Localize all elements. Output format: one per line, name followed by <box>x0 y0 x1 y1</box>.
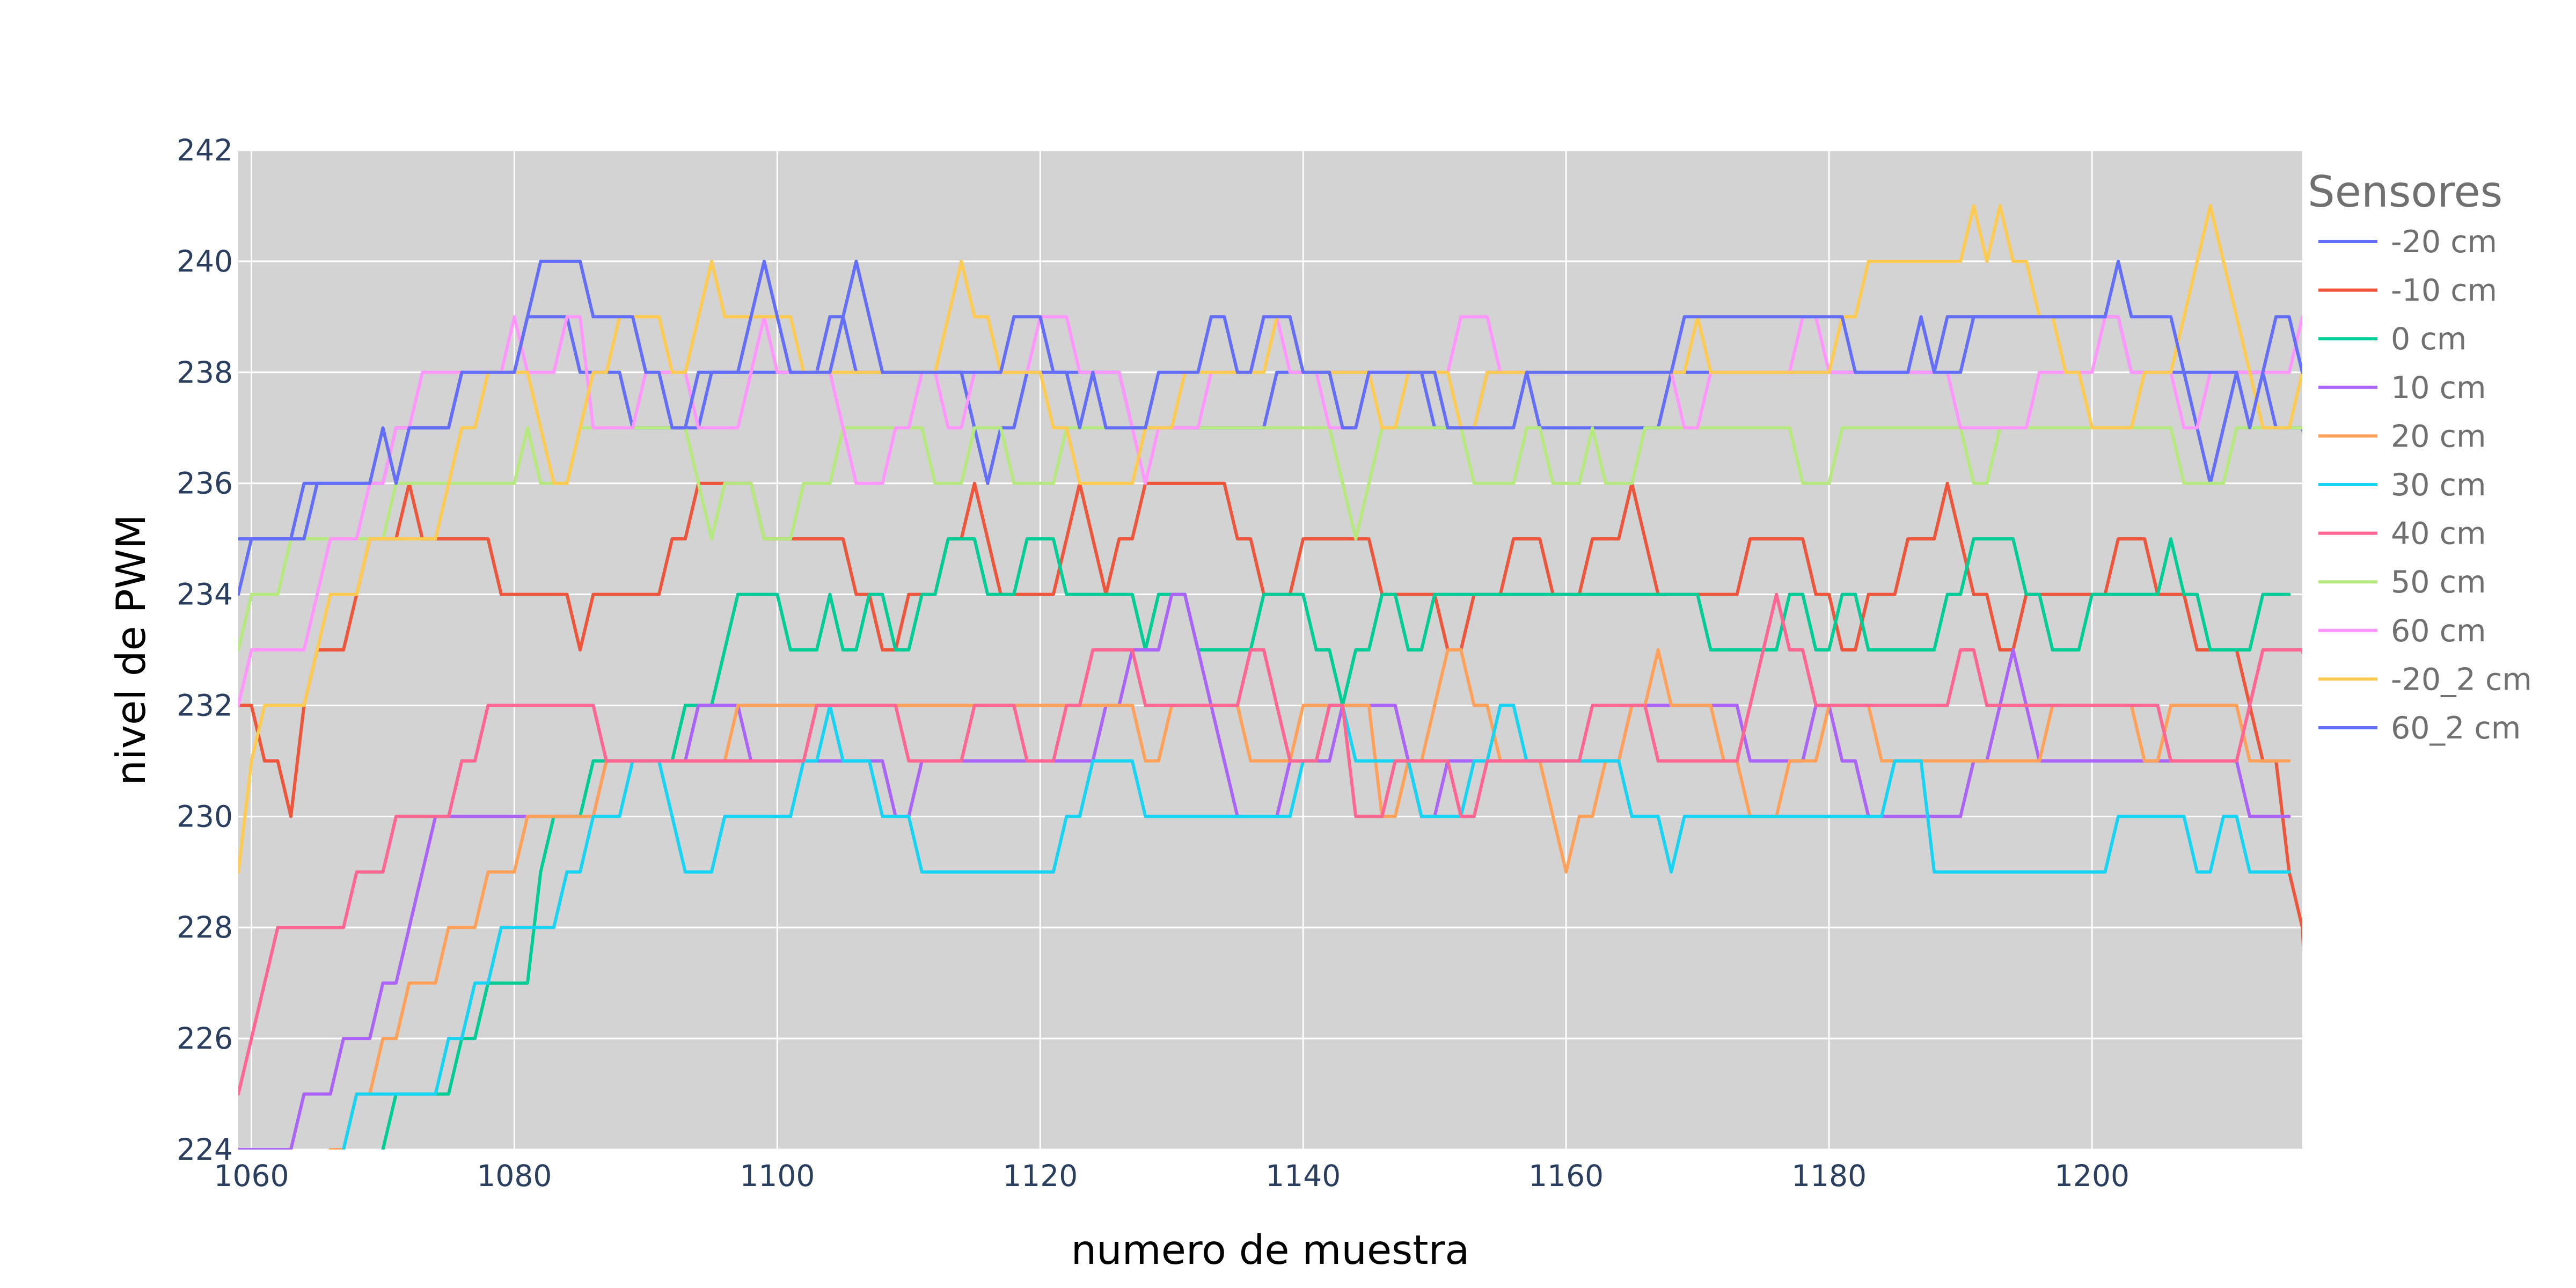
y-tick-label: 232 <box>177 688 233 722</box>
series-line-8 <box>238 315 2302 707</box>
y-tick-label: 242 <box>177 133 233 167</box>
legend-item-label: -10 cm <box>2391 273 2497 309</box>
legend-item-label: 30 cm <box>2391 467 2486 503</box>
y-tick-label: 236 <box>177 466 233 501</box>
legend-item-label: 60_2 cm <box>2391 711 2521 746</box>
x-axis-ticks: 1060 1080 1100 1120 1140 1160 1180 1200 <box>214 1159 2130 1193</box>
series-line-7 <box>238 426 2302 652</box>
y-tick-label: 226 <box>177 1021 233 1056</box>
x-tick-label: 1100 <box>740 1159 815 1193</box>
plot-area <box>238 150 2302 1150</box>
legend-item-label: -20_2 cm <box>2391 662 2532 697</box>
x-tick-label: 1080 <box>477 1159 552 1193</box>
legend-item-label: 40 cm <box>2391 516 2486 552</box>
y-tick-label: 238 <box>177 355 233 390</box>
y-tick-label: 228 <box>177 910 233 945</box>
x-axis-title: numero de muestra <box>1071 1226 1470 1274</box>
series-line-6 <box>238 592 2302 1096</box>
y-tick-label: 234 <box>177 577 233 612</box>
x-tick-label: 1120 <box>1002 1159 1078 1193</box>
legend-item-label: 10 cm <box>2391 370 2486 406</box>
legend-item-label: 0 cm <box>2391 321 2467 357</box>
y-tick-label: 224 <box>177 1132 233 1167</box>
y-tick-label: 240 <box>177 244 233 279</box>
y-tick-label: 230 <box>177 799 233 833</box>
x-tick-label: 1140 <box>1265 1159 1341 1193</box>
legend-item-label: 50 cm <box>2391 565 2486 600</box>
legend: Sensores -20 cm -10 cm 0 cm 10 cm 20 cm 30 cm… <box>2308 167 2532 746</box>
x-tick-label: 1060 <box>214 1159 289 1193</box>
series-line-10 <box>238 259 2302 541</box>
legend-item-label: -20 cm <box>2391 224 2497 260</box>
series-lines <box>238 204 2302 1150</box>
x-tick-label: 1160 <box>1528 1159 1604 1193</box>
legend-item-label: 20 cm <box>2391 419 2486 454</box>
legend-title: Sensores <box>2308 167 2502 217</box>
y-axis-title: nivel de PWM <box>107 514 155 785</box>
y-axis-ticks: 224 226 228 230 232 234 236 238 240 242 <box>177 133 233 1167</box>
x-tick-label: 1200 <box>2054 1159 2129 1193</box>
x-tick-label: 1180 <box>1791 1159 1867 1193</box>
legend-item-label: 60 cm <box>2391 613 2486 649</box>
